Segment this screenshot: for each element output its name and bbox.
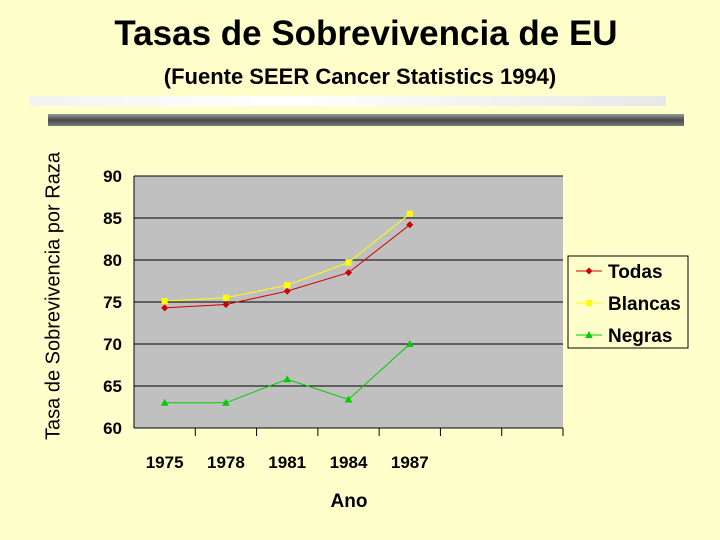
legend-label: Blancas [608, 294, 681, 315]
legend-item-negras: Negras [576, 326, 672, 347]
y-tick-label: 85 [103, 209, 122, 228]
x-tick-label: 1978 [207, 453, 245, 472]
legend-item-blancas: Blancas [576, 294, 681, 315]
y-tick-labels: 90 85 80 75 70 65 60 [103, 167, 122, 438]
legend: Todas Blancas Negras [576, 262, 681, 347]
x-tick-label: 1984 [330, 453, 368, 472]
x-tick-label: 1975 [146, 453, 184, 472]
data-point-todas [345, 269, 352, 277]
data-point-negras [344, 395, 353, 403]
y-tick-label: 60 [103, 419, 122, 438]
page-subtitle: (Fuente SEER Cancer Statistics 1994) [163, 64, 557, 89]
legend-marker [585, 331, 593, 338]
data-point-negras [160, 398, 169, 406]
y-tick-label: 90 [103, 167, 122, 186]
decorative-rule-light [30, 96, 666, 106]
y-tick-label: 75 [103, 293, 122, 312]
data-point-blancas [345, 259, 352, 266]
x-tick-label: 1981 [268, 453, 306, 472]
legend-marker [585, 267, 593, 275]
data-point-todas [161, 304, 169, 312]
series-blancas [161, 210, 413, 305]
series-negras [160, 340, 414, 406]
series-todas [161, 221, 414, 312]
data-point-todas [406, 221, 414, 229]
x-tick-label: 1987 [391, 453, 429, 472]
legend-label: Negras [608, 326, 672, 347]
legend-item-todas: Todas [576, 262, 663, 283]
series-group [160, 210, 414, 406]
data-point-blancas [161, 298, 168, 305]
data-point-blancas [406, 210, 413, 217]
y-tick-label: 65 [103, 377, 122, 396]
data-point-negras [222, 398, 230, 406]
data-point-todas [283, 287, 291, 295]
y-tick-label: 80 [103, 251, 122, 270]
data-point-negras [283, 375, 292, 383]
data-point-blancas [284, 282, 291, 289]
y-tick-label: 70 [103, 335, 122, 354]
data-point-todas [222, 301, 230, 309]
page-title: Tasas de Sobrevivencia de EU [114, 14, 618, 53]
decorative-rule-dark [48, 114, 684, 126]
legend-marker [586, 300, 592, 306]
data-point-negras [405, 340, 414, 347]
x-tick-labels: 1975 1978 1981 1984 1987 [146, 453, 429, 472]
legend-label: Todas [608, 262, 663, 283]
data-point-blancas [222, 294, 229, 301]
x-axis-title: Ano [331, 491, 368, 512]
